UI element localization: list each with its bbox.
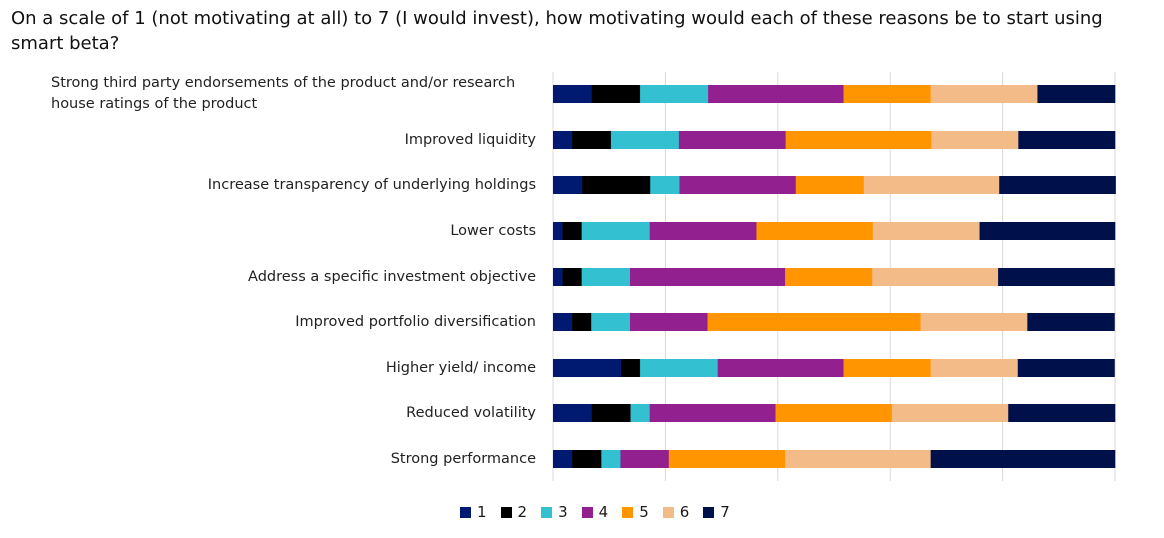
bar-segment-1: [553, 131, 573, 149]
bar-segment-7: [1027, 313, 1115, 331]
bar-segment-6: [930, 359, 1019, 377]
bar-segment-4: [717, 359, 844, 377]
bar-segment-4: [629, 313, 708, 331]
category-label: Reduced volatility: [406, 404, 536, 421]
bar-segment-6: [872, 222, 980, 240]
bar-segment-2: [591, 404, 631, 422]
bar-segment-4: [678, 131, 786, 149]
bar-segment-3: [581, 268, 631, 286]
bar-segment-6: [891, 404, 1009, 422]
bar-segment-5: [785, 131, 932, 149]
bar-segment-1: [553, 404, 593, 422]
legend-swatch: [662, 506, 674, 518]
legend-label: 6: [679, 503, 690, 521]
legend-swatch: [581, 506, 593, 518]
legend-label: 5: [639, 503, 649, 521]
bar-segment-1: [553, 222, 563, 240]
bar-segment-5: [843, 359, 931, 377]
bar-segment-7: [998, 268, 1115, 286]
legend-swatch: [460, 506, 471, 518]
bar-segment-4: [649, 222, 757, 240]
bar-segment-1: [553, 268, 563, 286]
bar-segment-2: [562, 268, 582, 286]
bar-segment-1: [553, 176, 583, 194]
bar-segment-3: [610, 131, 680, 149]
bar-segment-2: [572, 131, 612, 149]
chart-title: On a scale of 1 (not motivating at all) …: [11, 8, 1103, 54]
legend-item: 2: [500, 503, 528, 521]
bar-segment-5: [756, 222, 874, 240]
bar-segment-3: [650, 176, 680, 194]
category-label: Address a specific investment objective: [248, 268, 536, 285]
bar-segment-2: [562, 222, 582, 240]
bar-segment-4: [679, 176, 797, 194]
legend-label: 4: [598, 503, 609, 521]
bar-segment-7: [1017, 359, 1115, 377]
legend-item: 4: [581, 503, 609, 521]
bar-segment-5: [668, 450, 786, 468]
bar-segment-5: [775, 404, 893, 422]
category-label: Lower costs: [450, 222, 536, 239]
legend: 1 2 3 4 5 6 7: [460, 503, 730, 521]
bar-segment-4: [620, 450, 670, 468]
category-label: Strong third party endorsements of the p…: [51, 75, 516, 112]
legend-label: 7: [720, 503, 730, 521]
bar-segment-2: [572, 313, 592, 331]
bar-segment-3: [601, 450, 621, 468]
bar-segment-4: [629, 268, 786, 286]
bar-segment-3: [640, 359, 718, 377]
bar-segment-5: [785, 268, 873, 286]
bar-segment-5: [795, 176, 865, 194]
bar-segment-6: [872, 268, 999, 286]
bar-segment-4: [708, 85, 844, 103]
bar-segment-6: [930, 85, 1038, 103]
bar-segment-1: [553, 313, 573, 331]
category-label: Improved liquidity: [404, 131, 536, 148]
bar-segment-3: [630, 404, 650, 422]
legend-item: 5: [622, 503, 649, 521]
bar-segment-1: [553, 450, 573, 468]
bar-segment-4: [649, 404, 776, 422]
bar-segment-1: [553, 85, 593, 103]
category-label: Strong performance: [390, 450, 536, 467]
bar-segment-2: [591, 85, 641, 103]
bar-segment-6: [863, 176, 1000, 194]
bar-segment-7: [999, 176, 1116, 194]
category-label: Higher yield/ income: [385, 359, 536, 376]
legend-swatch: [703, 506, 715, 518]
bar-segment-1: [553, 359, 622, 377]
legend-label: 3: [558, 503, 568, 521]
legend-item: 7: [703, 503, 730, 521]
bar-segment-3: [591, 313, 631, 331]
bar-segment-6: [920, 313, 1028, 331]
legend-item: 6: [662, 503, 690, 521]
category-label: Improved portfolio diversification: [295, 313, 536, 330]
legend-label: 2: [517, 503, 528, 521]
bar-segment-7: [1037, 85, 1116, 103]
category-label: Increase transparency of underlying hold…: [207, 176, 536, 193]
bar-segment-2: [582, 176, 651, 194]
bar-segment-5: [843, 85, 931, 103]
bar-segment-3: [581, 222, 650, 240]
bar-segment-6: [785, 450, 931, 468]
bar-segment-7: [930, 450, 1116, 468]
legend-swatch: [622, 506, 634, 518]
legend-swatch: [541, 506, 553, 518]
legend-item: 1: [460, 503, 487, 521]
bar-segment-2: [572, 450, 602, 468]
legend-label: 1: [477, 503, 487, 521]
bar-segment-7: [1018, 131, 1116, 149]
bar-segment-5: [707, 313, 921, 331]
bar-segment-6: [931, 131, 1019, 149]
legend-swatch: [500, 506, 512, 518]
bar-segment-2: [621, 359, 641, 377]
bar-segment-7: [979, 222, 1116, 240]
bar-segment-7: [1008, 404, 1116, 422]
bar-segment-3: [640, 85, 709, 103]
legend-item: 3: [541, 503, 568, 521]
